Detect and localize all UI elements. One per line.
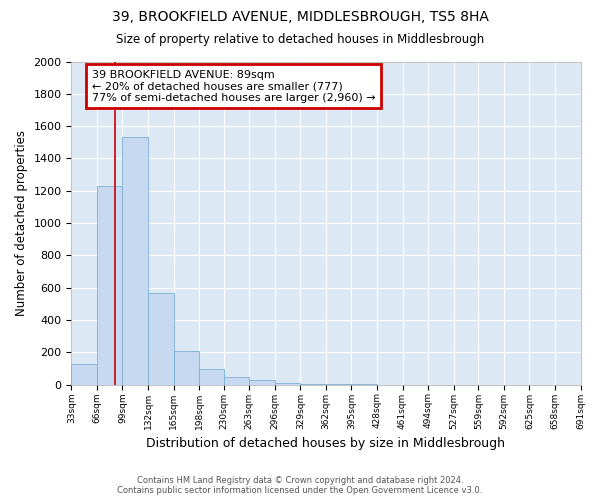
Bar xyxy=(97,186,122,384)
Bar xyxy=(148,294,173,384)
Bar xyxy=(250,380,275,384)
Bar xyxy=(275,383,301,384)
Bar xyxy=(199,370,224,384)
Bar xyxy=(224,376,250,384)
Text: Contains HM Land Registry data © Crown copyright and database right 2024.
Contai: Contains HM Land Registry data © Crown c… xyxy=(118,476,482,495)
Y-axis label: Number of detached properties: Number of detached properties xyxy=(15,130,28,316)
Bar xyxy=(71,364,97,384)
Bar xyxy=(122,138,148,384)
X-axis label: Distribution of detached houses by size in Middlesbrough: Distribution of detached houses by size … xyxy=(146,437,505,450)
Text: 39, BROOKFIELD AVENUE, MIDDLESBROUGH, TS5 8HA: 39, BROOKFIELD AVENUE, MIDDLESBROUGH, TS… xyxy=(112,10,488,24)
Text: 39 BROOKFIELD AVENUE: 89sqm
← 20% of detached houses are smaller (777)
77% of se: 39 BROOKFIELD AVENUE: 89sqm ← 20% of det… xyxy=(92,70,376,103)
Bar xyxy=(173,350,199,384)
Text: Size of property relative to detached houses in Middlesbrough: Size of property relative to detached ho… xyxy=(116,32,484,46)
